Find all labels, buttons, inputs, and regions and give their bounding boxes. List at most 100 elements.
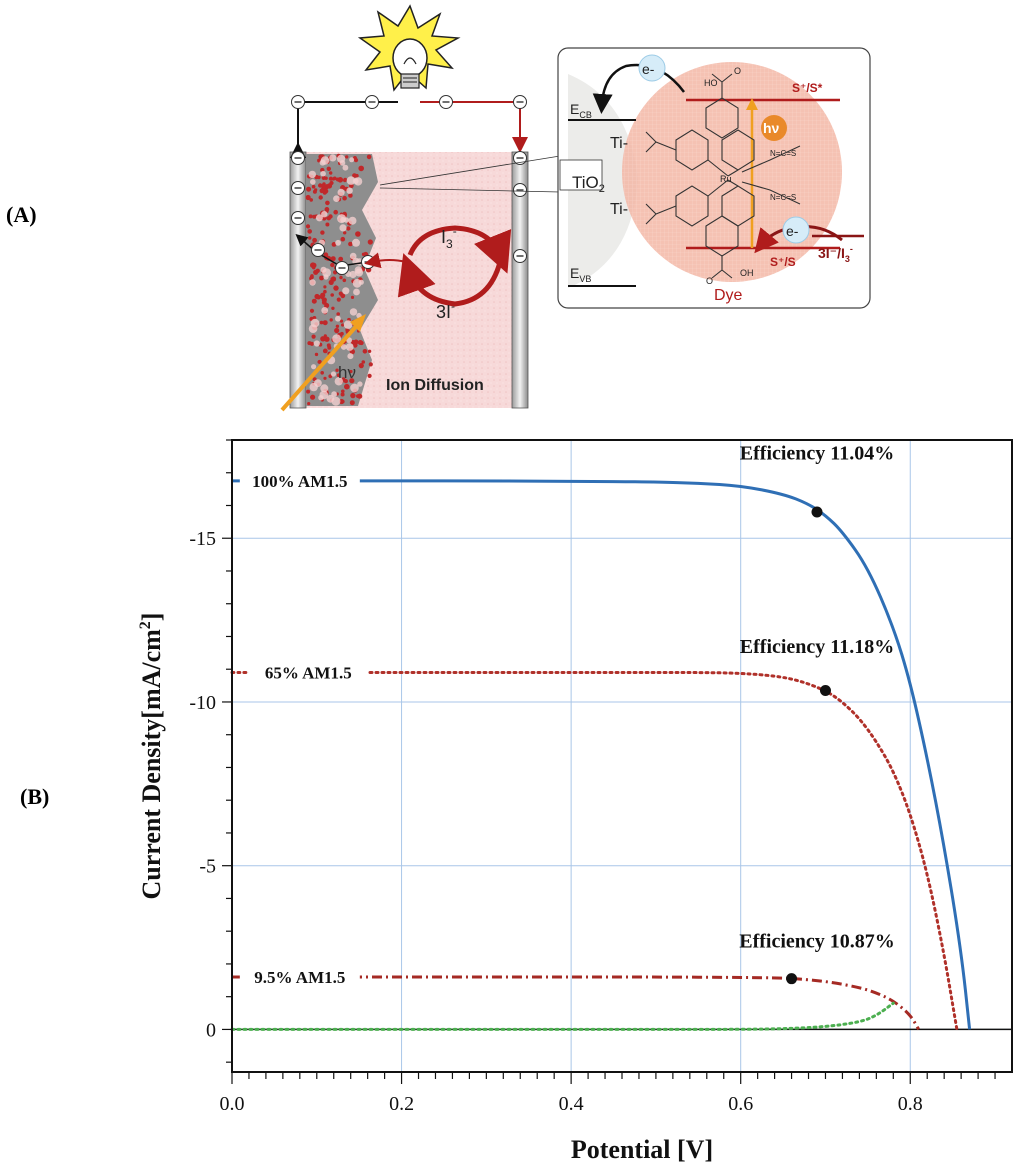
pore <box>326 394 335 403</box>
pore <box>339 224 347 232</box>
pore <box>346 176 356 185</box>
excited-state-label: S⁺/S* <box>792 81 823 95</box>
dye-dot <box>358 363 364 369</box>
electron-path <box>295 234 369 267</box>
zoom-lines <box>379 155 561 193</box>
pore <box>320 170 326 177</box>
x-axis-label: Potential [V] <box>571 1135 713 1164</box>
dye-dot <box>310 394 316 400</box>
ncs-bottom-label: N=C=S <box>770 193 796 202</box>
pore <box>323 274 329 280</box>
dye-dot <box>340 236 346 242</box>
pore <box>309 279 316 286</box>
panel-b-label: (B) <box>20 784 50 809</box>
dye-dot <box>342 278 347 283</box>
series-label-bg <box>239 469 360 492</box>
three-i-label: 3I- <box>436 299 455 322</box>
max-power-points <box>786 506 831 985</box>
external-circuit-black <box>290 101 398 158</box>
dye-dot <box>340 392 345 397</box>
pore <box>342 287 350 295</box>
dye-dot <box>328 374 333 379</box>
series-label: 100% AM1.5 <box>252 472 347 491</box>
pore <box>308 324 318 334</box>
dye-dot <box>317 175 321 180</box>
dye-dot <box>320 230 325 235</box>
dye-dot <box>323 252 329 257</box>
chart-ticks: 0.0 0.2 0.4 0.6 0.8 -15 -10 -5 0 <box>189 439 996 1115</box>
dye-dot <box>319 275 324 281</box>
dye-dot <box>330 256 336 262</box>
dye-dot <box>314 352 319 357</box>
dye-dot <box>346 226 351 231</box>
dye-dot <box>343 178 347 183</box>
dye-dot <box>336 297 341 302</box>
dye-dot <box>337 177 344 183</box>
dye-dot <box>322 348 328 354</box>
series-line-1 <box>230 671 959 1031</box>
efficiency-label: Efficiency 11.18% <box>740 636 894 658</box>
redox-label: 3I⁻/I3- <box>818 244 853 264</box>
dye-dot <box>317 359 322 364</box>
pore <box>311 364 317 370</box>
dye-dot <box>331 242 337 247</box>
ion-diffusion-label: Ion Diffusion <box>386 377 484 394</box>
pore <box>337 154 346 163</box>
dye-dot <box>323 289 327 294</box>
chart-series <box>230 479 972 1031</box>
series-label-bg <box>239 966 360 989</box>
pore <box>334 377 343 386</box>
electron-icon-top <box>638 54 666 82</box>
dye-dot <box>306 186 312 192</box>
max-power-point <box>786 973 798 985</box>
pore <box>337 214 347 224</box>
dye-dot <box>334 327 340 334</box>
pore <box>348 216 357 225</box>
dye-dot <box>311 298 317 304</box>
dye-dot <box>338 256 344 262</box>
dye-dot <box>323 285 327 289</box>
tio2-nanoparticle-layer <box>305 153 378 406</box>
dye-dot <box>310 274 314 278</box>
dye-dot <box>350 392 356 399</box>
ground-state-label: S⁺/S <box>770 255 796 269</box>
dye-dot <box>367 349 372 353</box>
pore <box>308 170 316 179</box>
x-tick-label: 0.2 <box>389 1093 414 1115</box>
dye-dot <box>319 320 324 325</box>
dye-dot <box>309 308 315 313</box>
pore <box>320 384 329 393</box>
dye-dot <box>329 180 334 186</box>
dye-dot <box>308 236 312 240</box>
x-tick-label: 0.4 <box>559 1093 584 1115</box>
electron-icon-bottom <box>782 216 810 244</box>
dye-dot <box>330 293 335 297</box>
pore <box>352 238 360 247</box>
pore <box>335 315 341 322</box>
dye-dot <box>340 293 346 299</box>
max-power-point <box>811 506 823 518</box>
dye-dot <box>307 402 311 406</box>
dye-dot <box>322 320 328 326</box>
pore <box>332 334 341 343</box>
o-bottom-label: O <box>706 276 713 286</box>
dye-dot <box>314 293 320 300</box>
dye-dot <box>315 268 320 273</box>
pore <box>315 214 323 222</box>
y-axis-label: Current Density[mA/cm2] <box>137 613 166 900</box>
dye-dot <box>307 341 312 346</box>
pore <box>321 307 329 314</box>
dye-dot <box>326 216 331 221</box>
photon-icon <box>761 115 787 141</box>
dye-dot <box>348 193 353 198</box>
cell-hv-label: hν <box>338 363 356 382</box>
tio2-label: TiO2 <box>572 173 605 195</box>
dye-dot <box>333 209 339 215</box>
dye-dot <box>336 373 341 378</box>
dye-dot <box>329 171 333 175</box>
dye-dot <box>312 189 317 194</box>
pore <box>329 154 337 162</box>
pore <box>320 266 327 273</box>
pore <box>358 279 364 285</box>
pore <box>345 343 354 351</box>
